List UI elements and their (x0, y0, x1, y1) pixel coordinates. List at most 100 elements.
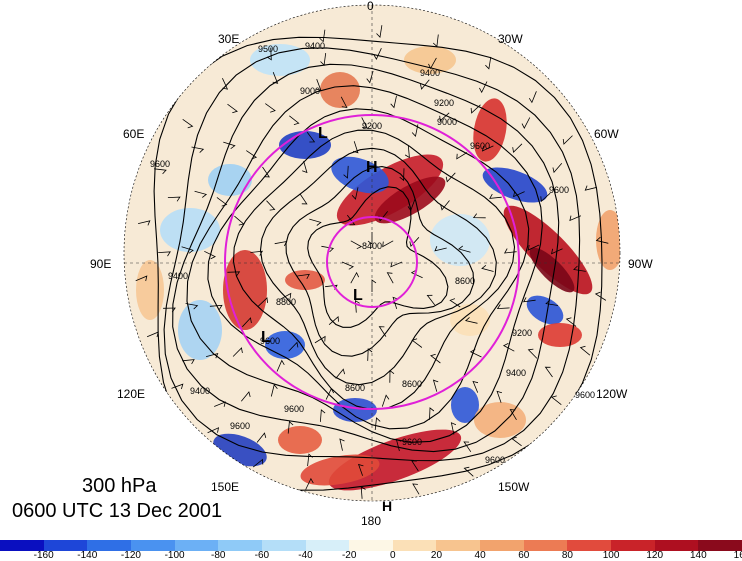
wind-barb (321, 245, 335, 253)
wind-barb (565, 317, 577, 327)
wind-barb (411, 460, 419, 472)
wind-barb (479, 81, 488, 94)
wind-barb (432, 379, 439, 392)
lon-label-90e: 90E (90, 257, 112, 271)
wind-barb (449, 298, 461, 308)
wind-barb (205, 353, 219, 359)
wind-barb (204, 250, 216, 260)
wind-barb (138, 220, 151, 226)
wind-barb (319, 29, 326, 43)
wind-barb (309, 218, 322, 226)
wind-barb (373, 48, 382, 60)
shading-blob (223, 250, 267, 330)
shading-blob (208, 164, 252, 196)
wind-barb (432, 34, 439, 48)
wind-barb (209, 304, 223, 310)
wind-barb (272, 72, 279, 84)
wind-barb (207, 427, 220, 434)
lon-label-60w: 60W (594, 127, 619, 141)
wind-barb (399, 168, 405, 182)
wind-barb (354, 299, 360, 313)
low-center-label: L (261, 329, 271, 346)
shading-blob (474, 402, 526, 438)
wind-barb (346, 214, 356, 226)
wind-barb (544, 366, 553, 378)
contour-label: 9400 (506, 368, 527, 378)
wind-barb (512, 143, 523, 154)
wind-barb (335, 368, 345, 379)
wind-barb (392, 296, 398, 310)
wind-barb (367, 348, 373, 361)
wind-barb (382, 240, 394, 248)
wind-barb (266, 47, 272, 61)
wind-barb (410, 269, 423, 279)
wind-barb (376, 25, 383, 38)
height-contour (172, 63, 560, 453)
wind-barb (158, 251, 171, 257)
wind-barb (242, 317, 252, 328)
wind-barb (428, 57, 437, 70)
wind-barb (307, 453, 313, 467)
map-level-title: 300 hPa (82, 475, 157, 497)
wind-barb (527, 244, 540, 251)
height-contour (207, 108, 530, 430)
wind-barb (240, 391, 251, 402)
wind-barb (440, 200, 450, 211)
wind-barb (579, 345, 591, 356)
contour-label: 9600 (549, 185, 570, 195)
wind-barb (430, 353, 441, 364)
wind-barb (343, 165, 349, 179)
wind-barb (472, 213, 486, 219)
lon-label-120w: 120W (596, 387, 628, 401)
wind-barb (256, 432, 267, 443)
wind-barb (412, 483, 420, 495)
wind-barb (404, 145, 410, 159)
wind-barb (163, 307, 176, 313)
wind-barb (550, 395, 562, 406)
contour-label: 9600 (485, 455, 506, 465)
contour-label: 8600 (402, 379, 423, 389)
contour-label: 9600 (230, 421, 251, 431)
graticule (124, 5, 620, 501)
wind-barb (227, 271, 241, 277)
contour-label: 9400 (168, 271, 189, 281)
wind-barb (485, 56, 492, 70)
jet-ring-inner (326, 216, 418, 308)
contour-label: 9200 (434, 98, 455, 108)
wind-barb (287, 420, 294, 434)
shading-blob (336, 154, 444, 226)
shading-blob (333, 398, 377, 422)
wind-barb (297, 273, 310, 279)
wind-barb (381, 394, 390, 407)
contour-label: 8400 (362, 241, 383, 251)
shading-blob (278, 426, 322, 454)
wind-barbs (135, 25, 609, 499)
wind-barb (280, 292, 292, 300)
wind-barb (351, 187, 359, 200)
lon-label-60e: 60E (123, 127, 145, 141)
wind-barb (232, 347, 243, 357)
wind-barb (182, 118, 194, 129)
wind-barb (439, 112, 450, 122)
lon-label-150w: 150W (498, 480, 530, 494)
wind-barb (265, 103, 276, 113)
jet-ring-outer (224, 114, 520, 410)
lon-label-120e: 120E (117, 387, 146, 401)
wind-barb (496, 304, 510, 310)
wind-barb (445, 172, 456, 183)
shading-blob (450, 304, 490, 336)
contour-label: 9600 (260, 336, 281, 346)
wind-barb (540, 192, 551, 203)
wind-barb (551, 248, 563, 255)
wind-barb (227, 103, 238, 114)
contour-label: 8600 (345, 383, 366, 393)
wind-barb (390, 261, 403, 268)
wind-barb (222, 78, 229, 90)
lon-label-30w: 30W (498, 32, 523, 46)
wind-barb (464, 317, 478, 324)
wind-barb (481, 264, 494, 272)
wind-barb (472, 380, 479, 393)
contour-label: 8800 (276, 297, 297, 307)
wind-barb (258, 297, 268, 307)
wind-barb (509, 409, 517, 421)
